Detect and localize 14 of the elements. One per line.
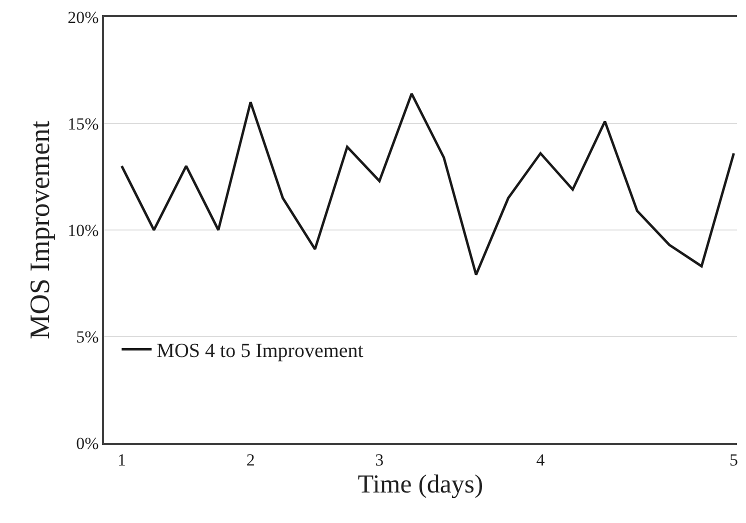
x-tick-label: 4 [536,450,546,470]
x-tick-label: 2 [246,450,255,470]
y-tick-label: 0% [76,434,99,453]
line-series [120,92,736,276]
y-tick-label: 5% [76,327,99,346]
x-tick-label: 1 [117,450,126,470]
y-tick-label: 20% [68,8,99,27]
x-axis-title: Time (days) [358,469,484,498]
legend-label: MOS 4 to 5 Improvement [156,340,364,362]
y-tick-label: 15% [68,114,99,134]
y-axis-title: MOS Improvement [24,120,56,340]
y-tick-label: 10% [68,220,99,240]
x-tick-label: 5 [730,450,738,470]
x-tick-label: 3 [375,450,384,470]
